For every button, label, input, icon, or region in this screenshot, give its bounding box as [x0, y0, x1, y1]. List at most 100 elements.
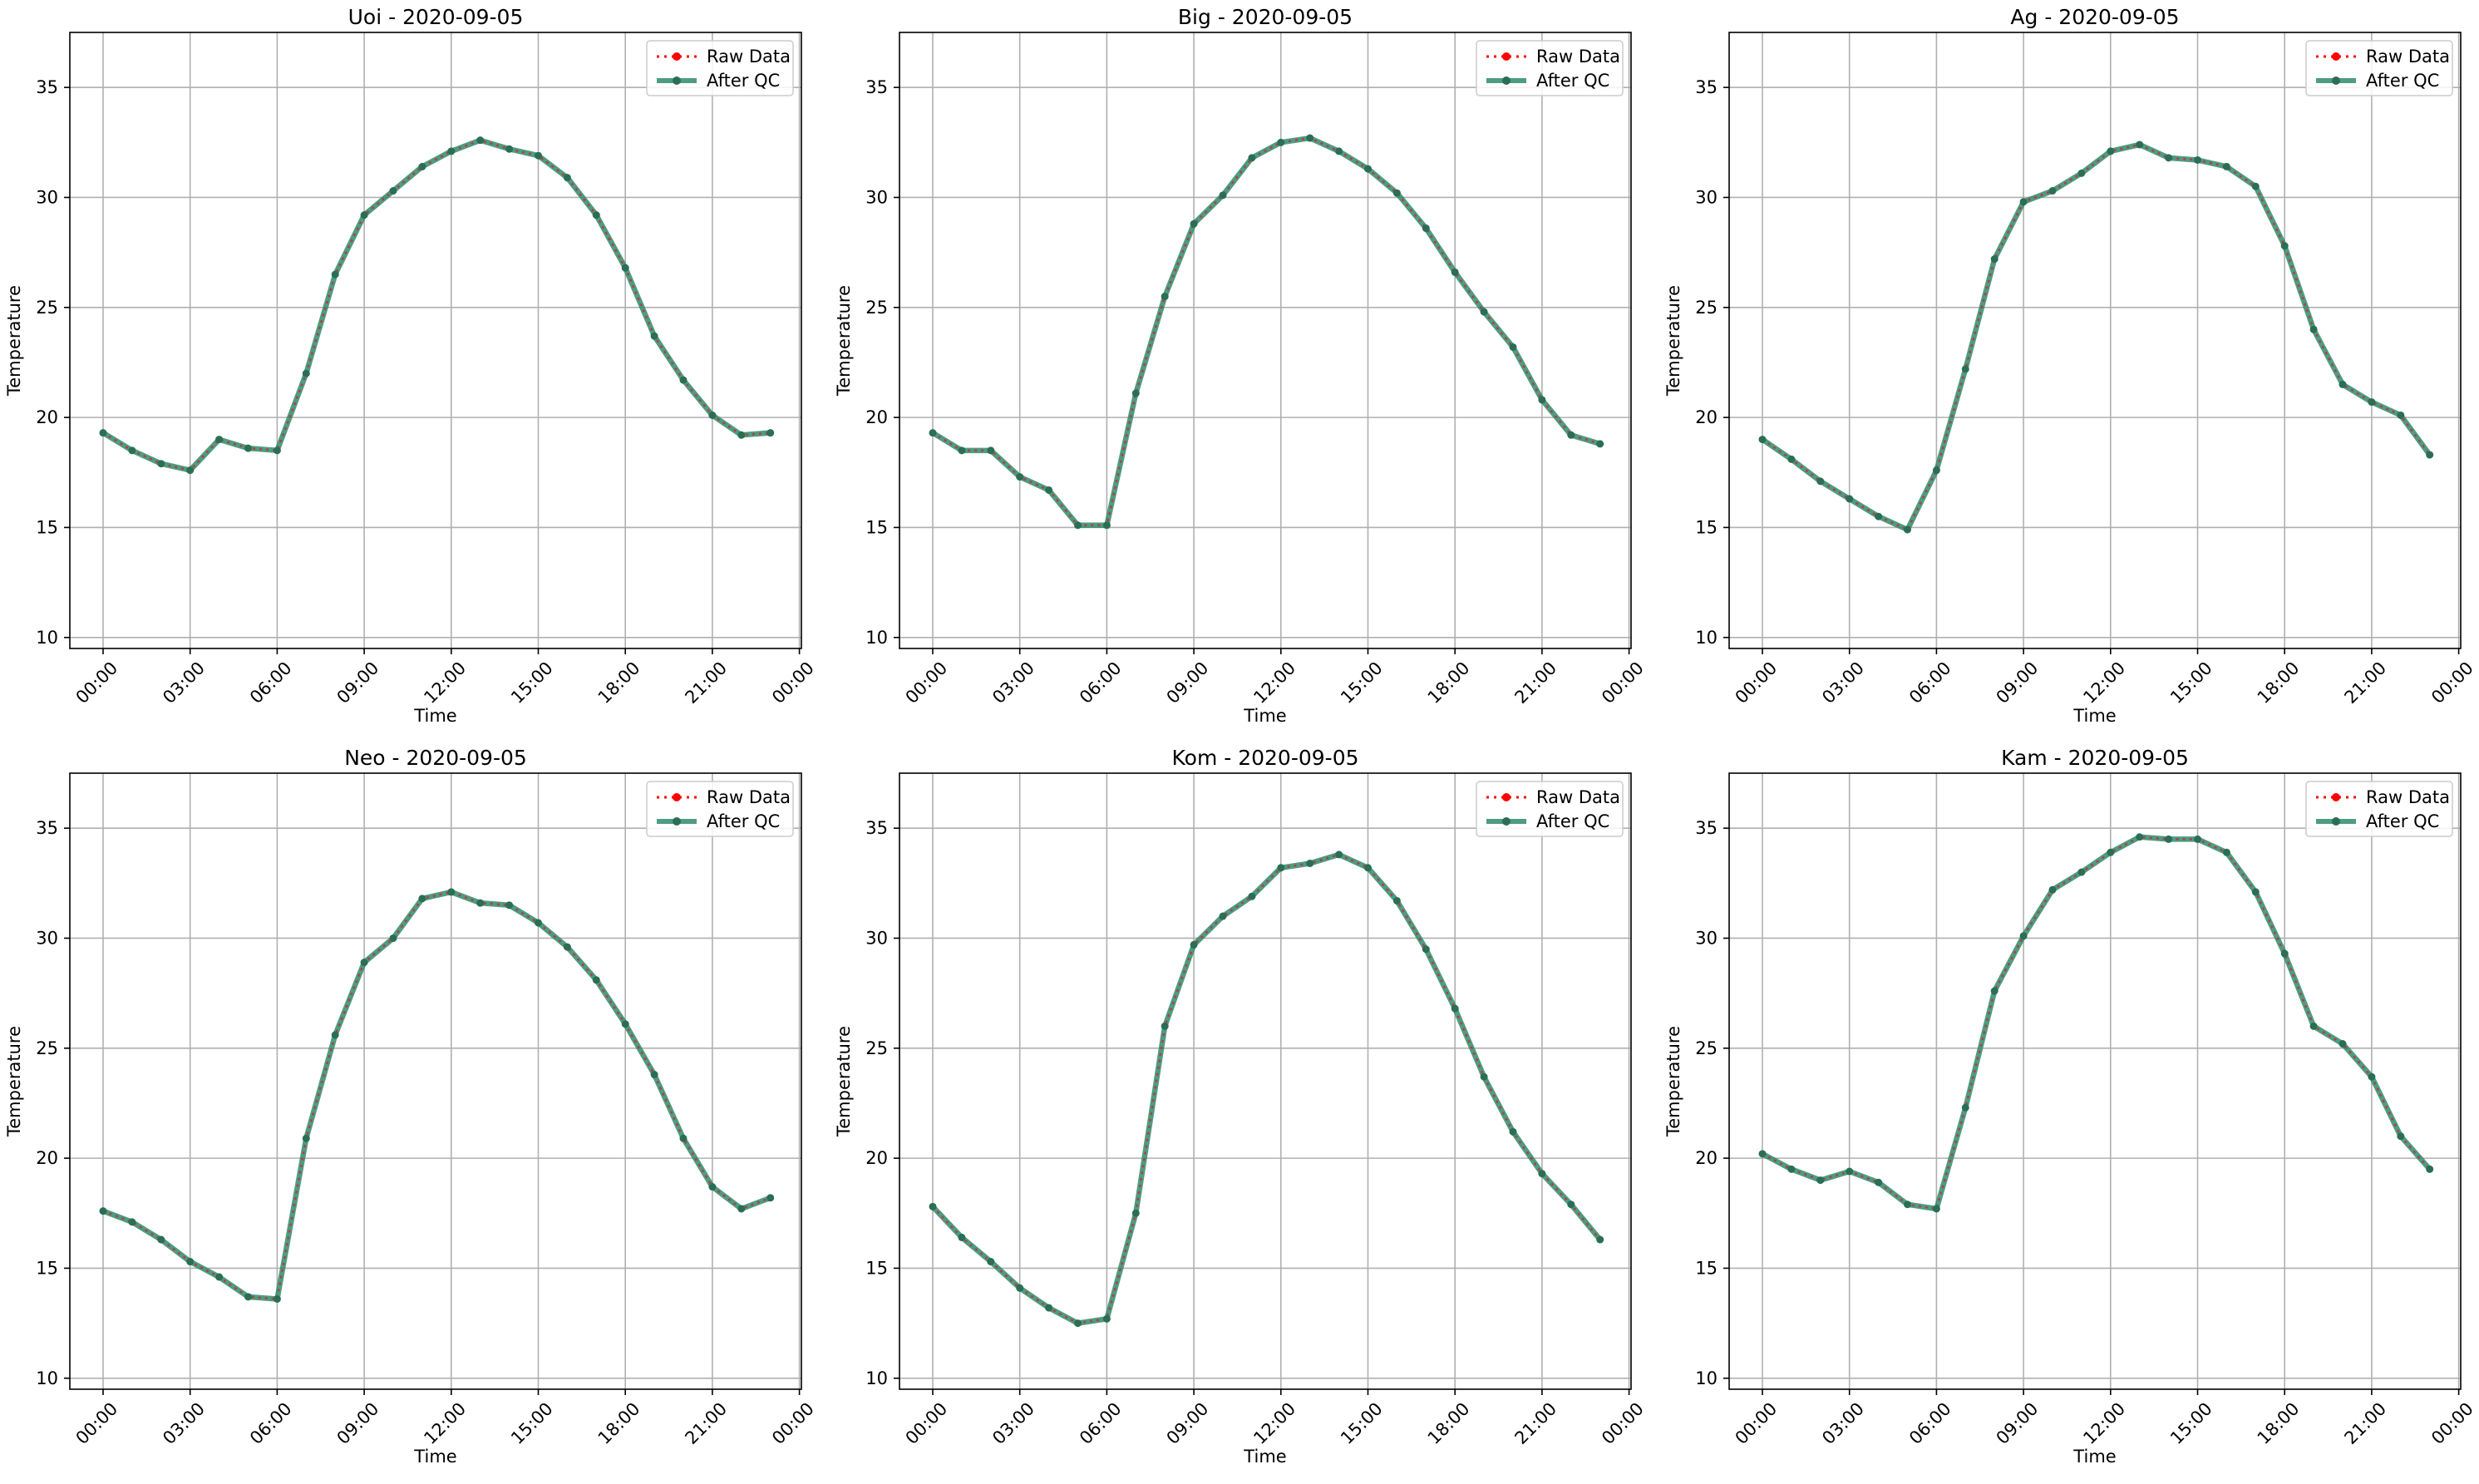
x-tick-label: 06:00 [246, 1398, 296, 1448]
data-point [1364, 864, 1372, 872]
x-tick-label: 21:00 [681, 658, 731, 707]
data-point [679, 1134, 688, 1142]
x-tick-label: 21:00 [2340, 1398, 2390, 1448]
y-tick-label: 20 [36, 407, 58, 427]
x-tick-label: 09:00 [1163, 658, 1213, 707]
x-tick-label: 12:00 [420, 658, 470, 707]
y-axis-label: Temperature [4, 1026, 24, 1137]
y-tick-label: 10 [865, 628, 888, 648]
y-tick-label: 30 [865, 187, 888, 207]
data-point [1248, 154, 1256, 162]
data-point [215, 436, 224, 444]
y-tick-label: 15 [1695, 1258, 1718, 1278]
data-point [2339, 380, 2347, 388]
y-tick-label: 30 [36, 928, 58, 948]
x-tick-label: 03:00 [1818, 1398, 1868, 1448]
grid [899, 32, 1631, 648]
y-tick-label: 15 [36, 1258, 58, 1278]
legend-raw-label: Raw Data [1536, 47, 1620, 67]
data-point [476, 136, 485, 145]
data-point [99, 1207, 107, 1215]
data-point [1875, 1178, 1883, 1186]
x-tick-label: 00:00 [1732, 658, 1782, 707]
data-point [1219, 191, 1227, 200]
y-tick-label: 30 [36, 187, 58, 207]
legend: Raw Data After QC [1476, 40, 1624, 96]
data-point [563, 943, 571, 951]
data-point [621, 264, 629, 272]
data-point [302, 369, 310, 377]
data-point [1961, 365, 1969, 373]
y-axis-label: Temperature [1663, 1026, 1683, 1137]
data-point [1364, 165, 1372, 173]
data-point [1567, 1201, 1575, 1209]
data-point [958, 446, 966, 455]
data-point [1102, 521, 1111, 530]
data-point [244, 444, 252, 452]
legend-raw-marker [2332, 793, 2340, 801]
data-point [766, 1194, 775, 1202]
x-tick-label: 03:00 [988, 658, 1038, 707]
data-point [273, 446, 281, 455]
x-axis-label: Time [1243, 706, 1286, 726]
y-tick-label: 25 [865, 1038, 888, 1058]
data-point [447, 888, 456, 896]
legend-qc-label: After QC [1536, 71, 1609, 91]
x-tick-label: 00:00 [1598, 1398, 1648, 1448]
x-tick-label: 03:00 [988, 1398, 1038, 1448]
subplot-title: Kam - 2020-09-05 [2001, 746, 2189, 770]
subplot-title: Kom - 2020-09-05 [1172, 746, 1359, 770]
x-tick-label: 21:00 [1511, 1398, 1560, 1448]
data-point [737, 431, 746, 439]
legend: Raw Data After QC [2305, 781, 2453, 837]
y-tick-label: 25 [865, 298, 888, 318]
y-tick-label: 10 [1695, 628, 1718, 648]
subplot-title: Neo - 2020-09-05 [344, 746, 527, 770]
legend-raw-marker [673, 793, 681, 801]
series-line-after-qc [1761, 834, 2432, 1212]
y-tick-label: 20 [1695, 407, 1718, 427]
legend-raw-label: Raw Data [707, 787, 791, 807]
y-tick-label: 20 [1695, 1148, 1718, 1168]
legend-qc-marker [1502, 817, 1511, 826]
x-tick-label: 00:00 [768, 1398, 818, 1448]
x-tick-label: 00:00 [902, 1398, 952, 1448]
data-point [2194, 155, 2201, 164]
data-point [1509, 343, 1517, 351]
data-point [2368, 1072, 2376, 1081]
data-point [128, 1218, 136, 1226]
data-point [2019, 198, 2028, 206]
data-point [2280, 949, 2289, 958]
x-tick-label: 12:00 [2079, 1398, 2129, 1448]
series-line-raw-data [102, 890, 771, 1300]
data-point [1392, 896, 1401, 905]
x-tick-label: 18:00 [594, 1398, 644, 1448]
x-axis-label: Time [2072, 706, 2116, 726]
data-point [2194, 835, 2201, 843]
x-tick-label: 00:00 [1732, 1398, 1782, 1448]
y-tick-label: 25 [1695, 1038, 1718, 1058]
y-tick-label: 25 [36, 298, 58, 318]
x-tick-label: 00:00 [72, 1398, 122, 1448]
data-point [2165, 835, 2173, 843]
data-point [592, 976, 600, 984]
data-point [535, 151, 542, 160]
data-point [2077, 169, 2086, 177]
data-point [1190, 219, 1198, 228]
data-point [1131, 1209, 1140, 1217]
grid [70, 773, 801, 1389]
x-tick-label: 15:00 [1337, 1398, 1387, 1448]
data-point [1904, 1201, 1911, 1209]
subplot-4: 10 15 20 25 30 35 00:00 03:00 06:00 09:00 12:00 15:… [4, 746, 818, 1467]
y-tick-label: 30 [1695, 928, 1718, 948]
series-line-raw-data [932, 853, 1601, 1324]
data-point [1131, 389, 1140, 397]
data-point [1335, 850, 1343, 859]
x-tick-label: 15:00 [2166, 1398, 2216, 1448]
data-point [360, 211, 368, 219]
data-point [2107, 147, 2115, 155]
data-point [1392, 189, 1401, 197]
data-point [2251, 888, 2260, 896]
data-point [2397, 411, 2405, 419]
data-point [2368, 398, 2376, 407]
